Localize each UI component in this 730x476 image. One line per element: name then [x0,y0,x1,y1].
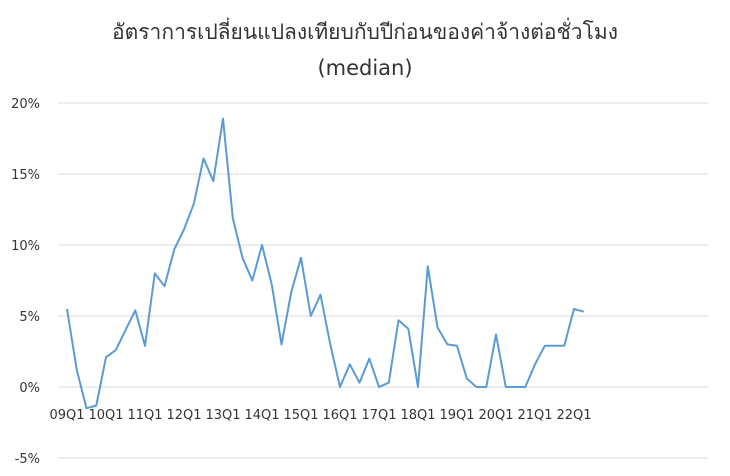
y-tick-label: -5% [15,452,40,467]
y-tick-label: 10% [11,239,40,254]
y-tick-label: 5% [19,310,40,325]
x-tick-label: 10Q1 [88,408,123,423]
x-tick-label: 13Q1 [205,408,240,423]
x-tick-label: 22Q1 [556,408,591,423]
chart-subtitle: (median) [317,56,413,80]
y-tick-label: 20% [11,97,40,112]
series-line [66,117,585,410]
x-tick-label: 16Q1 [322,408,357,423]
y-tick-label: 0% [19,381,40,396]
x-axis-ticks: 09Q1 10Q1 11Q1 12Q1 13Q1 14Q1 15Q1 16Q1 17Q1 18Q1… [49,408,591,423]
chart-title: อัตราการเปลี่ยนแปลงเทียบกับปีก่อนของค่าจ… [0,14,730,86]
x-tick-label: 17Q1 [361,408,396,423]
x-tick-label: 12Q1 [166,408,201,423]
x-tick-label: 19Q1 [439,408,474,423]
y-tick-label: 15% [11,168,40,183]
chart-title-main: อัตราการเปลี่ยนแปลงเทียบกับปีก่อนของค่าจ… [112,20,618,44]
x-tick-label: 18Q1 [400,408,435,423]
x-tick-label: 20Q1 [478,408,513,423]
x-tick-label: 14Q1 [244,408,279,423]
x-tick-label: 21Q1 [517,408,552,423]
x-tick-label: 11Q1 [127,408,162,423]
y-axis-ticks: -5% 0% 5% 10% 15% 20% [11,97,40,467]
x-tick-label: 15Q1 [283,408,318,423]
data-series [66,117,585,410]
gridlines [58,102,708,459]
x-tick-label: 09Q1 [49,408,84,423]
